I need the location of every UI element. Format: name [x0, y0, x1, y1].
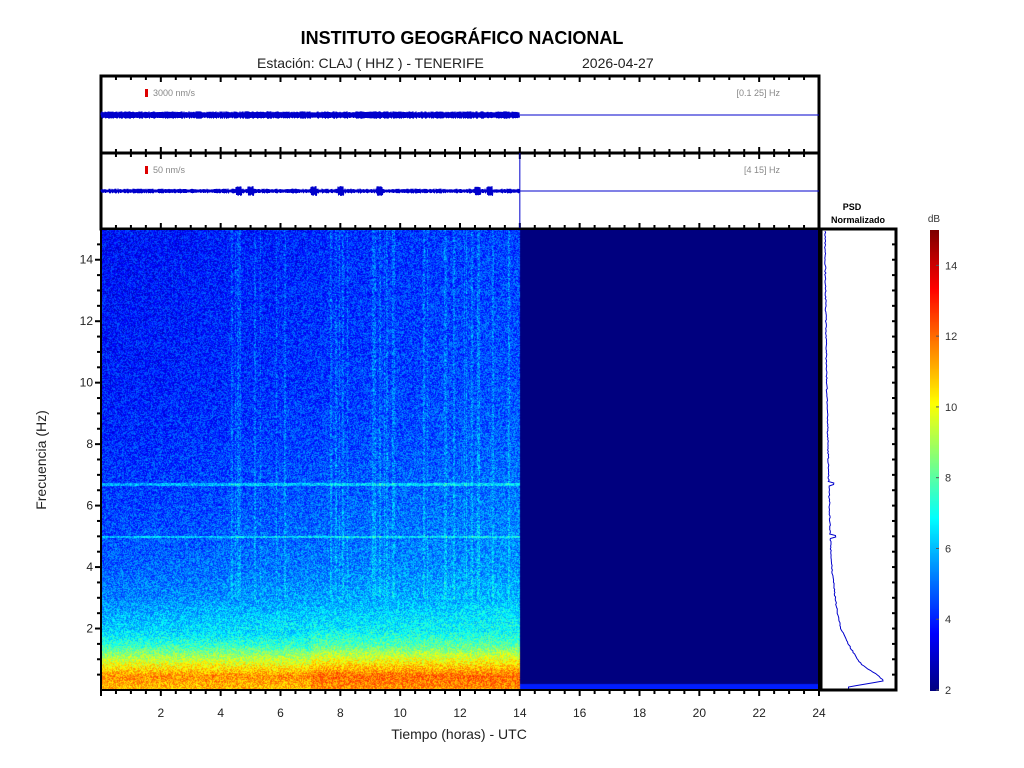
- x-tick-label: 14: [513, 706, 527, 720]
- x-tick-label: 4: [217, 706, 224, 720]
- x-tick-label: 20: [693, 706, 707, 720]
- scale-label: 50 nm/s: [153, 165, 186, 175]
- trace-line: [100, 111, 520, 119]
- station-label: Estación: CLAJ ( HHZ ) - TENERIFE: [257, 55, 484, 71]
- y-tick-label: 6: [86, 499, 93, 513]
- colorbar-tick-label: 10: [945, 402, 957, 414]
- psd-line: [824, 230, 884, 689]
- colorbar-label: dB: [928, 214, 941, 225]
- scale-bar-icon: [145, 89, 148, 97]
- colorbar-gradient: [930, 230, 939, 691]
- band-label: [0.1 25] Hz: [736, 88, 780, 98]
- x-tick-label: 18: [633, 706, 647, 720]
- y-tick-label: 2: [86, 622, 93, 636]
- y-tick-label: 14: [80, 253, 94, 267]
- x-tick-label: 8: [337, 706, 344, 720]
- scale-label: 3000 nm/s: [153, 88, 196, 98]
- x-axis-label: Tiempo (horas) - UTC: [391, 726, 527, 742]
- colorbar-tick-label: 14: [945, 260, 957, 272]
- x-tick-label: 10: [393, 706, 407, 720]
- y-tick-label: 4: [86, 560, 93, 574]
- page-title: INSTITUTO GEOGRÁFICO NACIONAL: [300, 28, 624, 48]
- date-label: 2026-04-27: [582, 55, 654, 71]
- colorbar-tick-label: 8: [945, 473, 951, 485]
- scale-bar-icon: [145, 166, 148, 174]
- y-tick-label: 8: [86, 437, 93, 451]
- band-label: [4 15] Hz: [744, 165, 781, 175]
- colorbar-tick-label: 6: [945, 543, 951, 555]
- y-tick-label: 12: [80, 314, 94, 328]
- x-tick-label: 22: [752, 706, 766, 720]
- x-tick-label: 2: [157, 706, 164, 720]
- y-axis-label: Frecuencia (Hz): [33, 410, 49, 510]
- x-tick-label: 16: [573, 706, 587, 720]
- colorbar-tick-label: 4: [945, 614, 951, 626]
- psd-title-line2: Normalizado: [831, 215, 886, 225]
- x-tick-label: 12: [453, 706, 467, 720]
- y-tick-label: 10: [80, 376, 94, 390]
- x-tick-label: 6: [277, 706, 284, 720]
- psd-title-line1: PSD: [843, 202, 862, 212]
- trace-line: [100, 186, 520, 196]
- psd-panel: [819, 227, 898, 692]
- x-tick-label: 24: [812, 706, 826, 720]
- colorbar-tick-label: 2: [945, 685, 951, 697]
- spectrogram-image: [101, 229, 820, 691]
- colorbar-tick-label: 12: [945, 331, 957, 343]
